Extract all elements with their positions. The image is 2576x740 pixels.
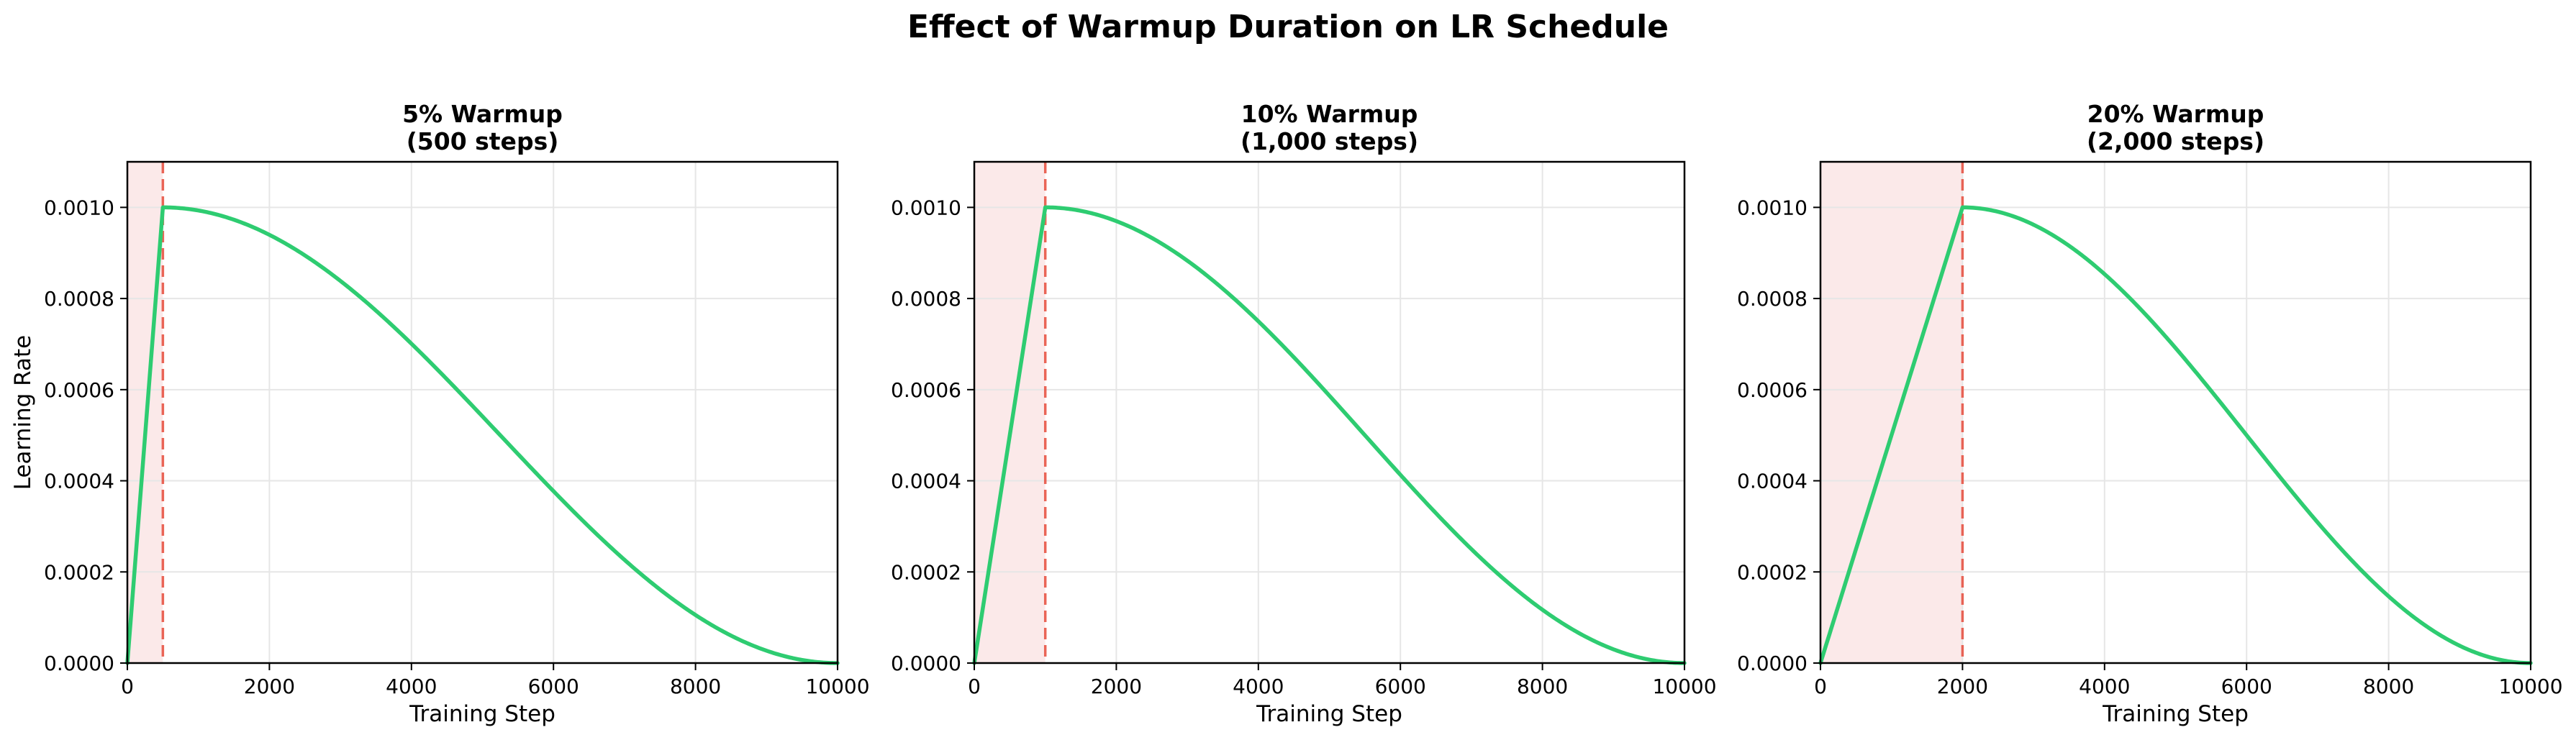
subplot-3: 0 2000 4000 6000 8000 10000 0.0000 0.0002 0.0004… <box>1737 100 2563 727</box>
x-axis-label: Training Step <box>2102 701 2249 727</box>
subplot-2: 0 2000 4000 6000 8000 10000 0.0000 0.0002 0.0004… <box>891 100 1717 727</box>
x-tick-label: 2000 <box>1937 675 1988 698</box>
y-tick-label: 0.0008 <box>891 287 961 311</box>
x-axis-label: Training Step <box>409 701 555 727</box>
y-tick-label: 0.0000 <box>44 652 114 675</box>
y-tick-label: 0.0002 <box>1737 560 1808 584</box>
x-tick-label: 4000 <box>1233 675 1284 698</box>
x-tick-label: 6000 <box>1375 675 1426 698</box>
x-tick-label: 0 <box>1814 675 1827 698</box>
y-tick-label: 0.0006 <box>44 378 114 402</box>
subplots: 0 2000 4000 6000 8000 10000 0.0000 0.0002 0.0004… <box>10 100 2563 727</box>
subplot-title: (1,000 steps) <box>1241 127 1418 155</box>
x-tick-label: 8000 <box>1517 675 1568 698</box>
x-tick-label: 4000 <box>2079 675 2130 698</box>
subplot-title: 5% Warmup <box>402 100 563 128</box>
figure-title: Effect of Warmup Duration on LR Schedule <box>907 9 1669 45</box>
x-tick-label: 8000 <box>670 675 721 698</box>
y-tick-label: 0.0010 <box>891 196 961 219</box>
x-tick-label: 8000 <box>2363 675 2414 698</box>
x-tick-label: 10000 <box>805 675 869 698</box>
y-tick-label: 0.0010 <box>44 196 114 219</box>
x-tick-label: 0 <box>968 675 981 698</box>
y-tick-label: 0.0002 <box>891 560 961 584</box>
y-tick-label: 0.0008 <box>44 287 114 311</box>
y-tick-label: 0.0002 <box>44 560 114 584</box>
axes-frame <box>1819 160 2532 664</box>
y-tick-label: 0.0004 <box>44 470 114 493</box>
subplot-1: 0 2000 4000 6000 8000 10000 0.0000 0.0002 0.0004… <box>10 100 870 727</box>
subplot-title: (500 steps) <box>407 127 559 155</box>
lr-curve <box>1818 205 2533 665</box>
x-tick-label: 10000 <box>2498 675 2562 698</box>
x-tick-label: 6000 <box>2221 675 2272 698</box>
subplot-title: (2,000 steps) <box>2087 127 2264 155</box>
y-tick-label: 0.0006 <box>1737 378 1808 402</box>
x-tick-label: 2000 <box>244 675 295 698</box>
x-tick-label: 6000 <box>528 675 579 698</box>
axes-frame <box>126 160 839 664</box>
y-tick-label: 0.0006 <box>891 378 961 402</box>
axes-frame <box>973 160 1686 664</box>
y-tick-label: 0.0000 <box>1737 652 1808 675</box>
y-tick-label: 0.0008 <box>1737 287 1808 311</box>
subplot-title: 20% Warmup <box>2087 100 2264 128</box>
x-tick-label: 10000 <box>1652 675 1716 698</box>
y-axis-label: Learning Rate <box>10 335 36 490</box>
y-tick-label: 0.0004 <box>1737 470 1808 493</box>
lr-curve <box>972 205 1687 665</box>
warmup-region <box>1820 162 1963 663</box>
y-tick-label: 0.0004 <box>891 470 961 493</box>
y-tick-label: 0.0000 <box>891 652 961 675</box>
x-axis-label: Training Step <box>1256 701 1402 727</box>
x-tick-label: 0 <box>121 675 134 698</box>
x-tick-label: 2000 <box>1091 675 1142 698</box>
subplot-title: 10% Warmup <box>1241 100 1418 128</box>
x-tick-label: 4000 <box>386 675 437 698</box>
lr-curve <box>125 205 840 665</box>
y-tick-label: 0.0010 <box>1737 196 1808 219</box>
